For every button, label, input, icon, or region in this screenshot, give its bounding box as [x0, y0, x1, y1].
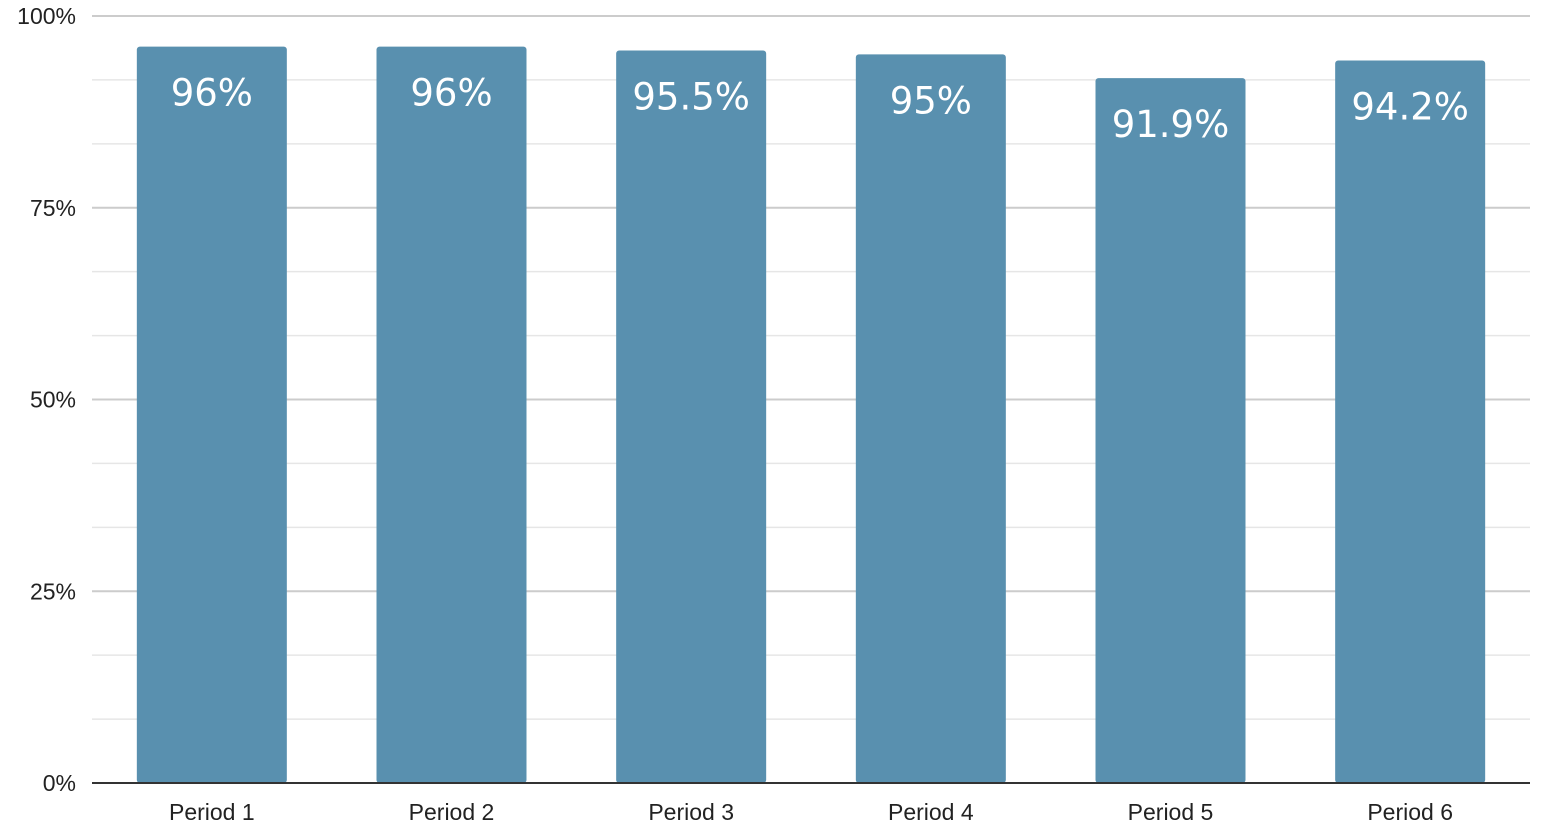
- data-labels: 96% 96% 95.5% 95% 91.9% 94.2%: [171, 72, 1469, 146]
- data-label-period-1: 96%: [171, 72, 253, 115]
- data-label-period-4: 95%: [890, 79, 972, 122]
- major-gridlines: [92, 15, 1530, 593]
- x-tick-label-period-2: Period 2: [409, 799, 495, 825]
- y-tick-label-100: 100%: [17, 3, 76, 29]
- bar-period-2[interactable]: [376, 46, 527, 784]
- bar-period-5[interactable]: [1095, 78, 1246, 783]
- x-tick-label-period-1: Period 1: [169, 799, 255, 825]
- minor-gridlines: [92, 79, 1530, 720]
- bars: [136, 46, 1486, 784]
- x-axis-tick-labels: Period 1 Period 2 Period 3 Period 4 Period 5…: [169, 799, 1453, 825]
- data-label-period-2: 96%: [410, 72, 492, 115]
- x-tick-label-period-5: Period 5: [1128, 799, 1214, 825]
- y-axis-tick-labels: 0% 25% 50% 75% 100%: [17, 3, 76, 796]
- y-tick-label-50: 50%: [30, 387, 76, 413]
- x-tick-label-period-6: Period 6: [1367, 799, 1453, 825]
- y-tick-label-0: 0%: [43, 770, 76, 796]
- data-label-period-6: 94.2%: [1351, 85, 1469, 128]
- bar-period-3[interactable]: [616, 50, 767, 783]
- data-label-period-3: 95.5%: [632, 76, 750, 119]
- data-label-period-5: 91.9%: [1112, 103, 1230, 146]
- bar-period-1[interactable]: [136, 46, 287, 784]
- bar-period-4[interactable]: [855, 54, 1006, 784]
- y-tick-label-75: 75%: [30, 195, 76, 221]
- bar-period-6[interactable]: [1335, 60, 1486, 783]
- x-tick-label-period-4: Period 4: [888, 799, 974, 825]
- y-tick-label-25: 25%: [30, 578, 76, 604]
- x-tick-label-period-3: Period 3: [648, 799, 734, 825]
